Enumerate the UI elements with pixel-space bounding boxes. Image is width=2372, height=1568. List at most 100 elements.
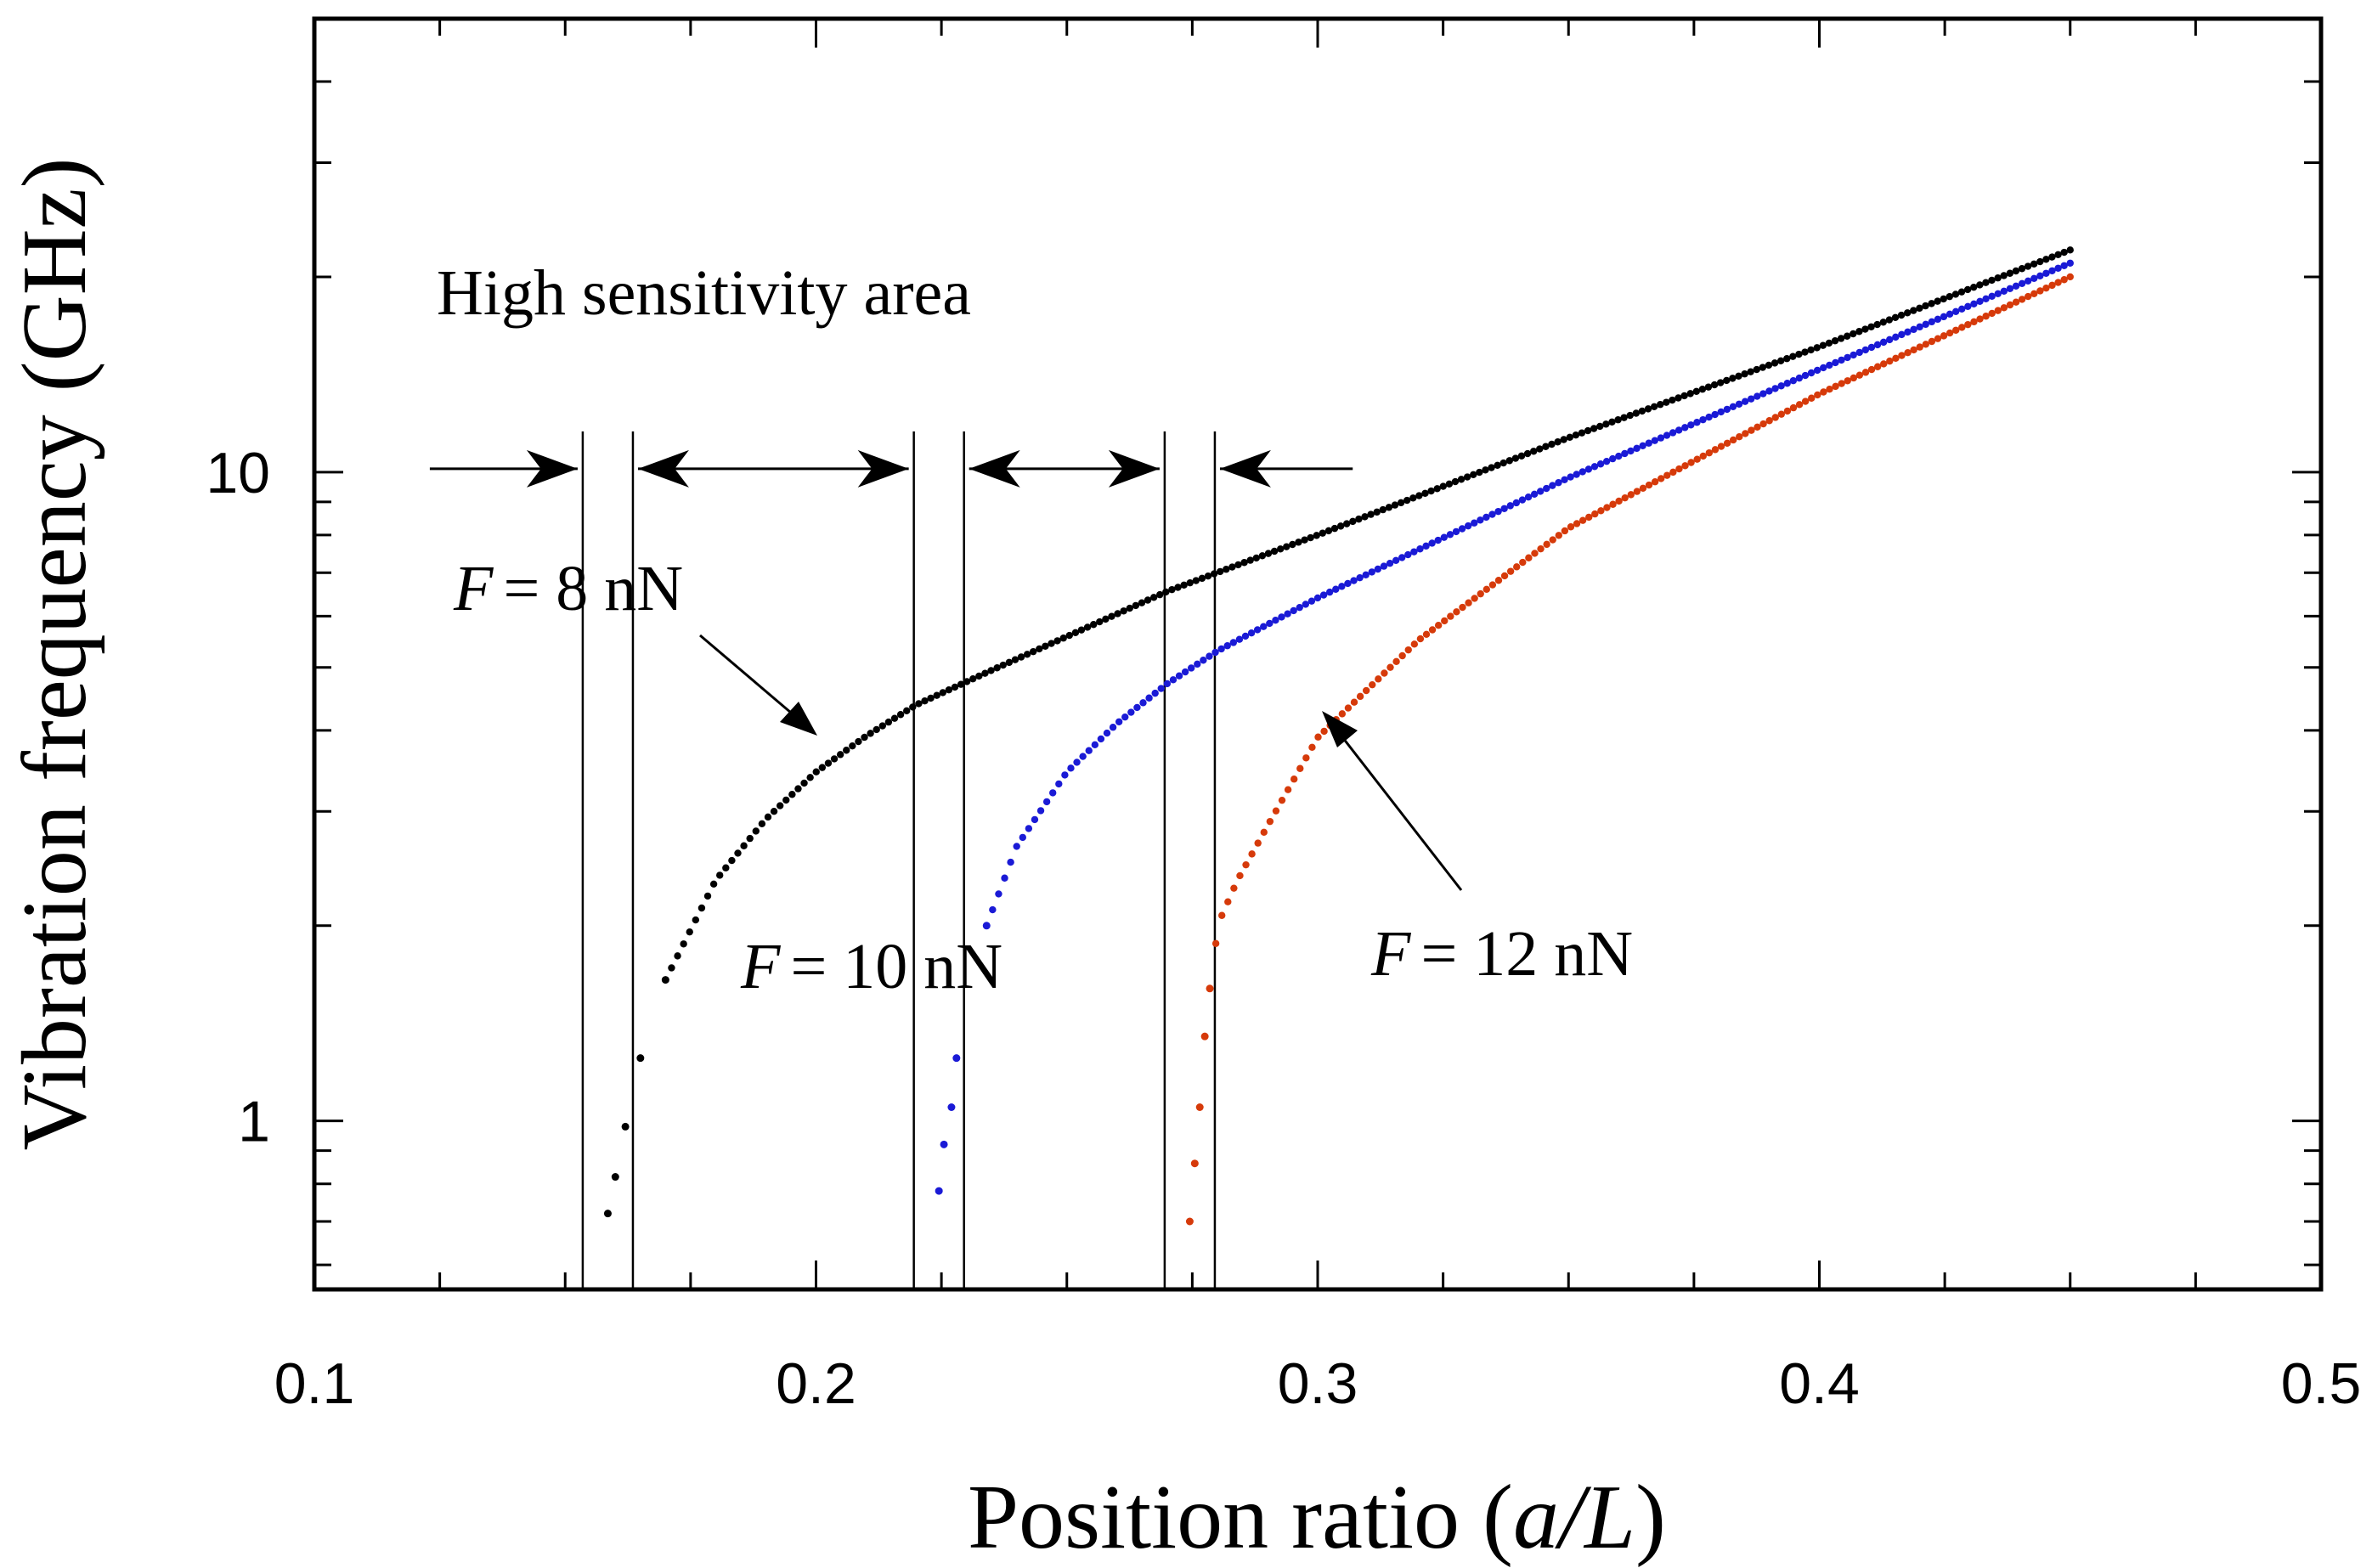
series-1 (935, 259, 2074, 1195)
data-point (1500, 572, 1509, 580)
data-point (1801, 398, 1810, 405)
data-point (1077, 626, 1086, 634)
data-point (1795, 401, 1804, 409)
data-point (1867, 343, 1876, 352)
data-point (1584, 465, 1593, 473)
data-point (1223, 566, 1230, 573)
data-point (1138, 599, 1146, 606)
data-point (1019, 833, 1026, 842)
data-point (1910, 325, 1917, 334)
data-point (1626, 411, 1634, 420)
data-point (867, 730, 874, 737)
data-point (2060, 248, 2068, 257)
data-point (1211, 939, 1220, 947)
data-point (1675, 426, 1683, 434)
data-point (1573, 520, 1581, 527)
data-point (1194, 660, 1201, 668)
data-point (1139, 699, 1147, 707)
data-point (2060, 276, 2068, 284)
y-axis-title: Vibration frequency (GHz) (4, 157, 105, 1150)
span-arrowhead (1108, 449, 1160, 488)
data-point (1717, 408, 1725, 416)
data-point (873, 725, 880, 734)
data-point (1206, 652, 1213, 660)
data-point (1290, 776, 1298, 783)
data-point (1369, 680, 1376, 689)
data-point (1476, 468, 1483, 477)
data-point (1242, 860, 1250, 869)
data-point (1957, 288, 1966, 296)
data-point (1453, 608, 1460, 616)
data-point (1916, 323, 1923, 331)
data-point (1934, 315, 1942, 324)
data-point (1266, 817, 1274, 826)
data-point (1362, 686, 1370, 695)
data-point (1680, 392, 1688, 400)
data-point (1663, 471, 1671, 479)
data-point (1301, 536, 1308, 544)
pointer-f12-head (1322, 711, 1358, 747)
data-point (1338, 583, 1346, 590)
data-point (703, 892, 712, 900)
data-point (1765, 361, 1773, 369)
data-point (1590, 463, 1599, 471)
data-point (812, 768, 820, 776)
data-point (896, 711, 905, 719)
data-point (1386, 663, 1394, 671)
data-point (1336, 522, 1345, 530)
data-point (1669, 468, 1677, 477)
x-axis-title-text: Position ratio (968, 1467, 1460, 1568)
data-point (1512, 499, 1521, 507)
data-point (1356, 573, 1364, 582)
data-point (1459, 603, 1466, 612)
data-point (1578, 429, 1586, 437)
data-point (1488, 581, 1497, 589)
data-point (1843, 332, 1851, 340)
data-point (1149, 594, 1158, 601)
y-tick-label: 10 (206, 441, 270, 505)
data-point (1163, 680, 1172, 688)
data-point (1284, 610, 1291, 618)
force-symbol: F (740, 931, 782, 1002)
data-point (1723, 405, 1731, 414)
data-point (1343, 520, 1351, 527)
data-point (1916, 343, 1923, 351)
data-point (1324, 527, 1333, 535)
data-point (782, 796, 790, 804)
data-point (1783, 380, 1791, 387)
data-point (1928, 337, 1936, 346)
data-point (1814, 391, 1821, 399)
data-point (1091, 741, 1099, 749)
data-point (1180, 581, 1188, 589)
data-point (1458, 525, 1466, 533)
data-point (1089, 621, 1098, 629)
data-point (1488, 464, 1495, 471)
data-point (1584, 426, 1592, 435)
data-point (1005, 658, 1014, 667)
data-point (1765, 417, 1773, 425)
data-point (1958, 305, 1966, 313)
data-point (1548, 440, 1556, 448)
data-point (989, 905, 997, 914)
data-point (1650, 403, 1658, 410)
data-point (1608, 418, 1616, 426)
data-point (2054, 279, 2062, 286)
data-point (2000, 287, 2008, 296)
data-point (957, 680, 965, 688)
data-point (1048, 640, 1055, 647)
data-point (1264, 550, 1273, 557)
data-point (945, 685, 953, 694)
data-point (728, 856, 736, 865)
data-point (1223, 642, 1231, 650)
data-point (1085, 747, 1093, 754)
data-point (1627, 447, 1635, 455)
data-point (1494, 507, 1502, 516)
data-point (1820, 364, 1827, 372)
data-point (1675, 465, 1683, 473)
data-point (1590, 425, 1598, 432)
data-point (1946, 310, 1954, 319)
data-point (764, 813, 772, 821)
data-point (2006, 301, 2014, 309)
data-point (1819, 341, 1827, 349)
data-point (1729, 436, 1737, 444)
